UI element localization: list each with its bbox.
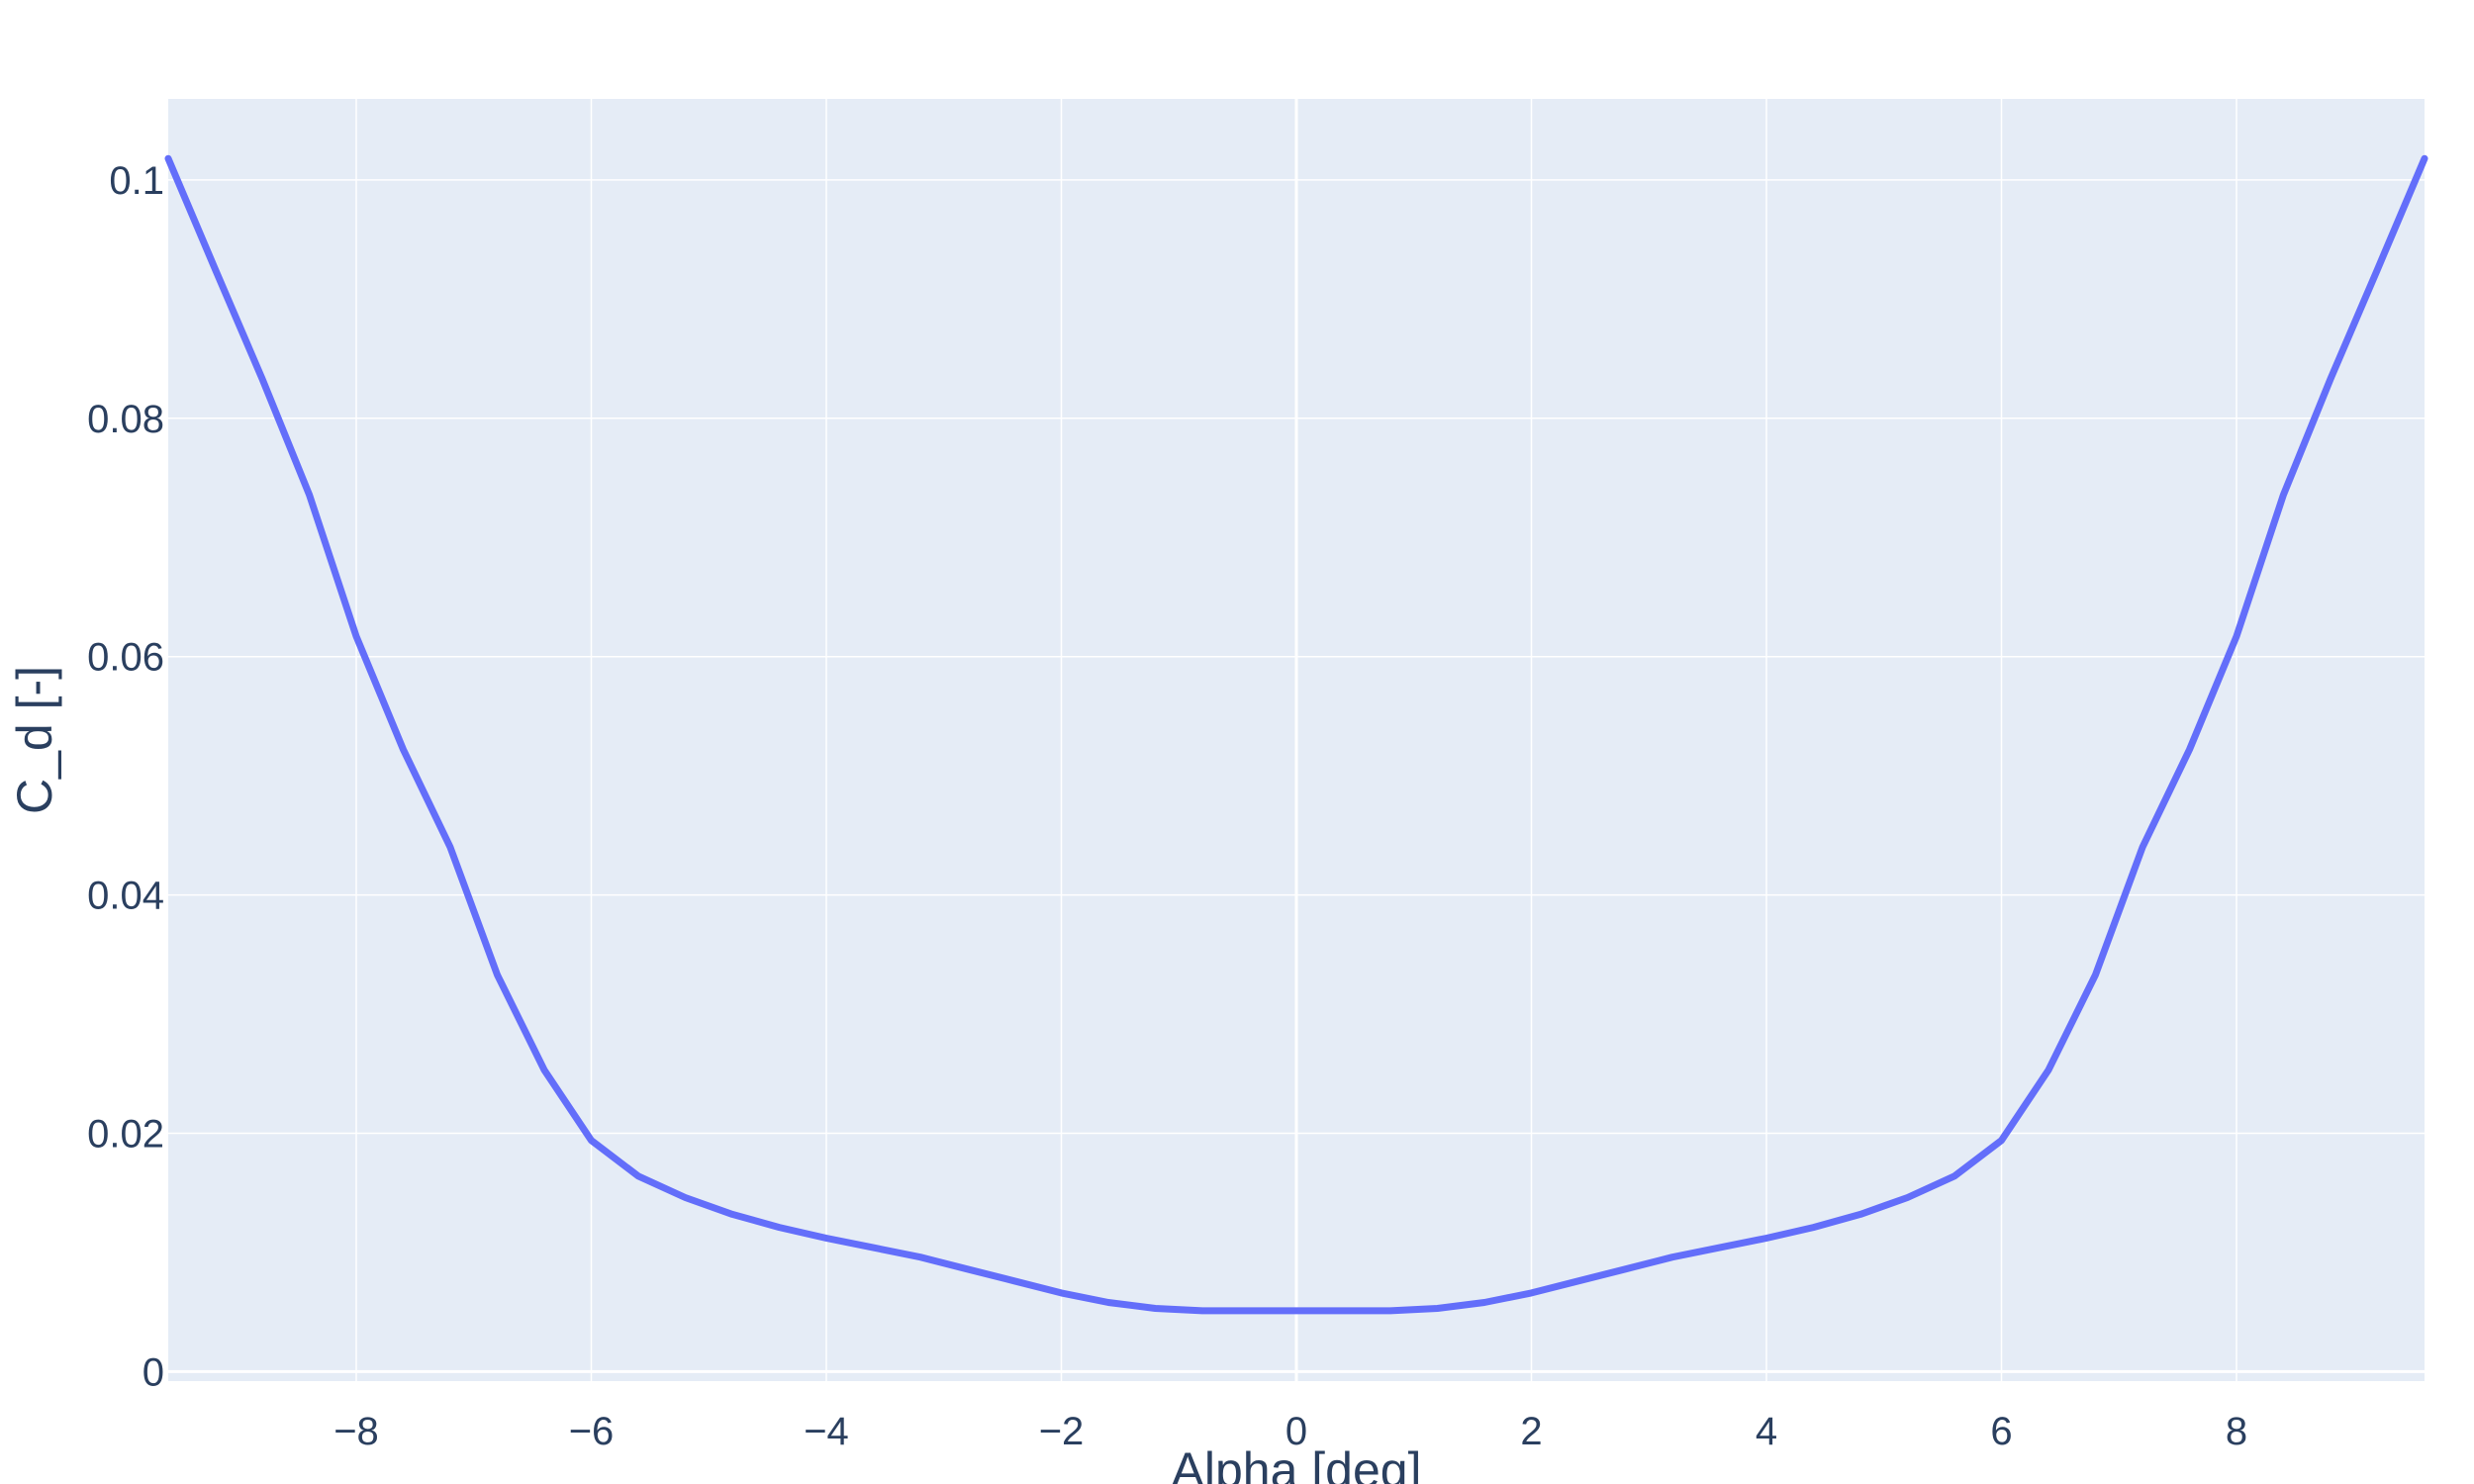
- y-tick-label: 0.02: [87, 1112, 164, 1156]
- x-tick-label: −6: [569, 1410, 615, 1453]
- x-tick-label: −4: [804, 1410, 849, 1453]
- x-tick-label: 2: [1520, 1410, 1542, 1453]
- gridlines: [168, 99, 2425, 1381]
- y-tick-label: 0.1: [109, 159, 164, 203]
- x-tick-labels: −8 −6 −4 −2 0 2 4 6 8: [333, 1410, 2247, 1453]
- x-tick-label: 8: [2226, 1410, 2247, 1453]
- x-tick-label: 6: [1990, 1410, 2012, 1453]
- y-axis-title: C_d [-]: [7, 666, 62, 814]
- x-tick-label: −8: [333, 1410, 379, 1453]
- y-tick-label: 0: [143, 1350, 164, 1394]
- x-axis-title: Alpha [deg]: [1172, 1442, 1422, 1484]
- data-line-layer: [164, 154, 2428, 1315]
- y-tick-label: 0.06: [87, 636, 164, 680]
- y-tick-label: 0.04: [87, 875, 164, 918]
- y-tick-labels: 0 0.02 0.04 0.06 0.08 0.1: [87, 159, 164, 1394]
- x-tick-label: 0: [1285, 1410, 1307, 1453]
- x-tick-label: −2: [1039, 1410, 1085, 1453]
- y-tick-label: 0.08: [87, 398, 164, 441]
- series-line: [164, 154, 2428, 1315]
- x-tick-label: 4: [1756, 1410, 1777, 1453]
